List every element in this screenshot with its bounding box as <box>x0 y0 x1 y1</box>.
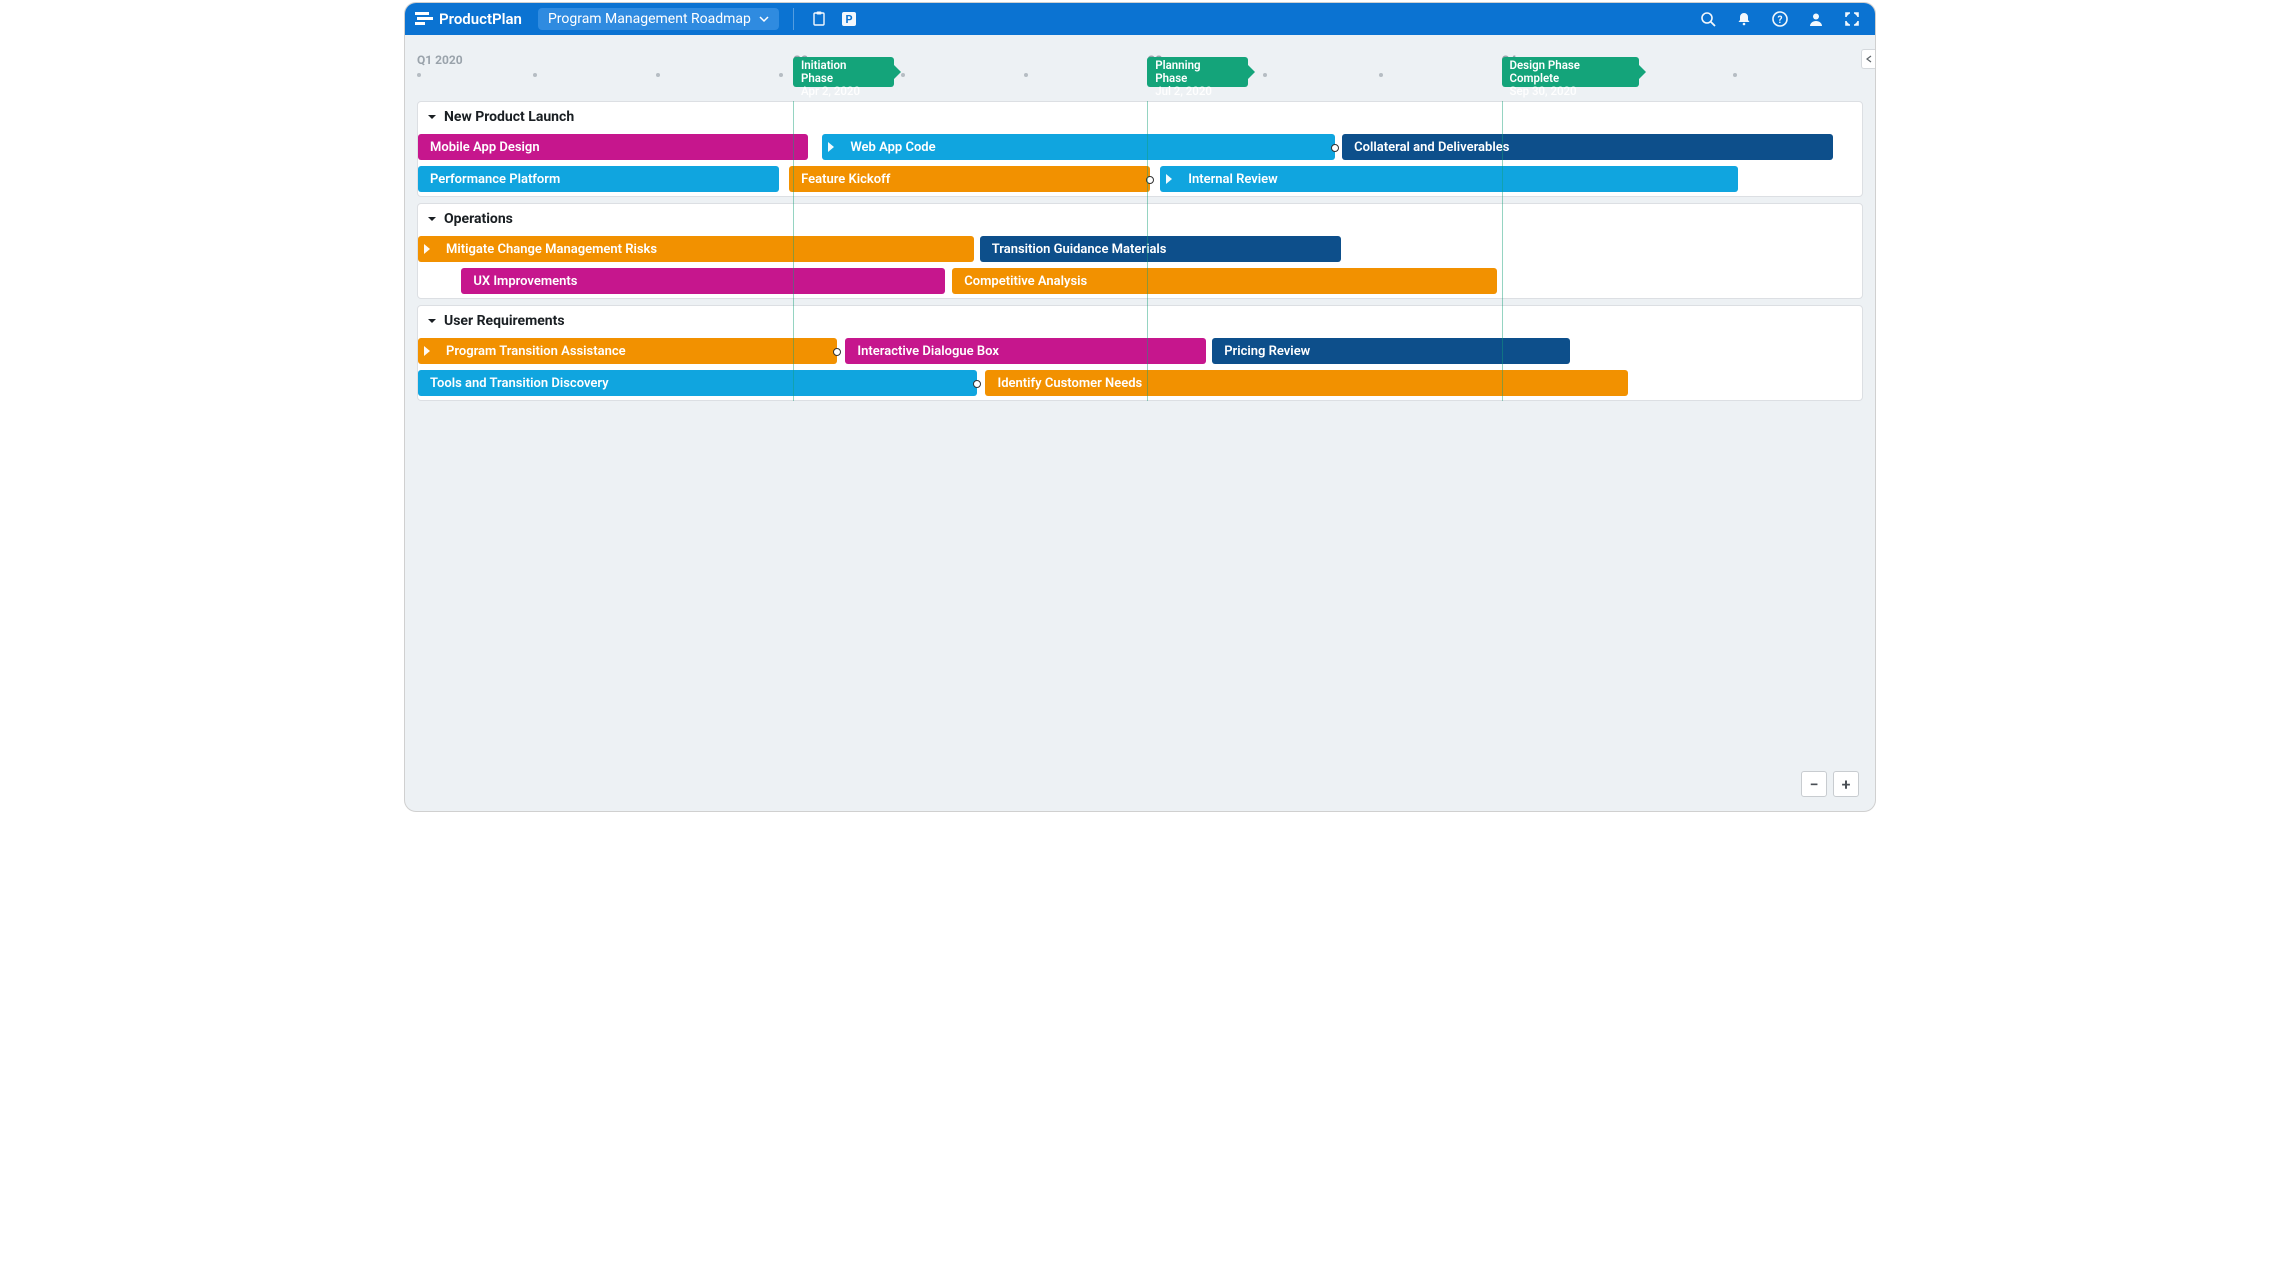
top-bar: ProductPlan Program Management Roadmap P… <box>405 3 1875 35</box>
lane-row: Program Transition Assistance Interactive… <box>418 336 1862 368</box>
lane-row: Tools and Transition Discovery Identify C… <box>418 368 1862 400</box>
fullscreen-icon[interactable] <box>1841 8 1863 30</box>
roadmap-bar[interactable]: Collateral and Deliverables <box>1342 134 1833 160</box>
roadmap-bar[interactable]: Mobile App Design <box>418 134 808 160</box>
milestone-flag[interactable]: Initiation PhaseApr 2, 2020 <box>793 57 894 87</box>
month-tick <box>533 73 537 77</box>
roadmap-bar[interactable]: Competitive Analysis <box>952 268 1496 294</box>
milestone-line <box>1147 101 1148 401</box>
productplan-icon <box>415 12 433 26</box>
zoom-controls: − + <box>1801 771 1859 797</box>
roadmap-bar[interactable]: Transition Guidance Materials <box>980 236 1341 262</box>
roadmap-bar[interactable]: Pricing Review <box>1212 338 1570 364</box>
search-icon[interactable] <box>1697 8 1719 30</box>
clipboard-icon[interactable] <box>808 8 830 30</box>
milestone-line <box>1502 101 1503 401</box>
month-tick <box>1379 73 1383 77</box>
timeline-header: Q1 2020Q2Q3Q4Initiation PhaseApr 2, 2020… <box>417 53 1863 101</box>
lane-row: Performance Platform Feature Kickoff Inter… <box>418 164 1862 196</box>
milestone-line <box>793 101 794 401</box>
lane-title: User Requirements <box>444 313 565 329</box>
lane-row: UX Improvements Competitive Analysis <box>418 266 1862 298</box>
quarter-label: Q1 2020 <box>417 53 463 67</box>
svg-text:?: ? <box>1778 15 1783 26</box>
svg-text:P: P <box>845 13 852 26</box>
milestone-flag[interactable]: Planning PhaseJul 2, 2020 <box>1147 57 1248 87</box>
zoom-out-button[interactable]: − <box>1801 771 1827 797</box>
lane-group: Operations Mitigate Change Management Ris… <box>417 203 1863 299</box>
bell-icon[interactable] <box>1733 8 1755 30</box>
sidebar-collapse-tab[interactable] <box>1861 49 1875 69</box>
roadmap-bar[interactable]: Tools and Transition Discovery <box>418 370 977 396</box>
parking-lot-icon[interactable]: P <box>838 8 860 30</box>
lane-header[interactable]: Operations <box>418 204 1862 234</box>
topbar-right: ? <box>1697 8 1869 30</box>
lane-header[interactable]: New Product Launch <box>418 102 1862 132</box>
milestone-flag[interactable]: Design Phase CompleteSep 30, 2020 <box>1502 57 1639 87</box>
month-tick <box>1263 73 1267 77</box>
month-tick <box>1024 73 1028 77</box>
lanes-container: New Product Launch Mobile App Design Web A… <box>417 101 1863 401</box>
brand-name: ProductPlan <box>439 10 522 28</box>
roadmap-bar[interactable]: Identify Customer Needs <box>985 370 1628 396</box>
month-tick <box>1733 73 1737 77</box>
help-icon[interactable]: ? <box>1769 8 1791 30</box>
dependency-dot[interactable] <box>1331 144 1339 152</box>
brand-logo[interactable]: ProductPlan <box>411 10 522 28</box>
roadmap-bar[interactable]: Web App Code <box>822 134 1335 160</box>
roadmap-canvas: Q1 2020Q2Q3Q4Initiation PhaseApr 2, 2020… <box>417 53 1863 801</box>
roadmap-bar[interactable]: Mitigate Change Management Risks <box>418 236 974 262</box>
roadmap-bar[interactable]: Interactive Dialogue Box <box>845 338 1206 364</box>
roadmap-bar[interactable]: Program Transition Assistance <box>418 338 837 364</box>
month-tick <box>779 73 783 77</box>
lane-group: User Requirements Program Transition Assi… <box>417 305 1863 401</box>
user-icon[interactable] <box>1805 8 1827 30</box>
roadmap-name: Program Management Roadmap <box>548 11 751 27</box>
caret-down-icon <box>759 14 769 24</box>
zoom-in-button[interactable]: + <box>1833 771 1859 797</box>
roadmap-selector[interactable]: Program Management Roadmap <box>538 8 779 30</box>
lane-title: Operations <box>444 211 513 227</box>
roadmap-bar[interactable]: Internal Review <box>1160 166 1738 192</box>
dependency-dot[interactable] <box>833 348 841 356</box>
lane-row: Mitigate Change Management RisksTransiti… <box>418 234 1862 266</box>
lane-row: Mobile App Design Web App Code Collateral … <box>418 132 1862 164</box>
roadmap-bar[interactable]: UX Improvements <box>461 268 945 294</box>
month-tick <box>656 73 660 77</box>
lane-title: New Product Launch <box>444 109 574 125</box>
lane-header[interactable]: User Requirements <box>418 306 1862 336</box>
app-frame: ProductPlan Program Management Roadmap P… <box>404 2 1876 812</box>
dependency-dot[interactable] <box>973 380 981 388</box>
divider <box>793 8 794 30</box>
roadmap-bar[interactable]: Performance Platform <box>418 166 779 192</box>
roadmap-bar[interactable]: Feature Kickoff <box>789 166 1150 192</box>
month-tick <box>901 73 905 77</box>
lane-group: New Product Launch Mobile App Design Web A… <box>417 101 1863 197</box>
month-tick <box>417 73 421 77</box>
